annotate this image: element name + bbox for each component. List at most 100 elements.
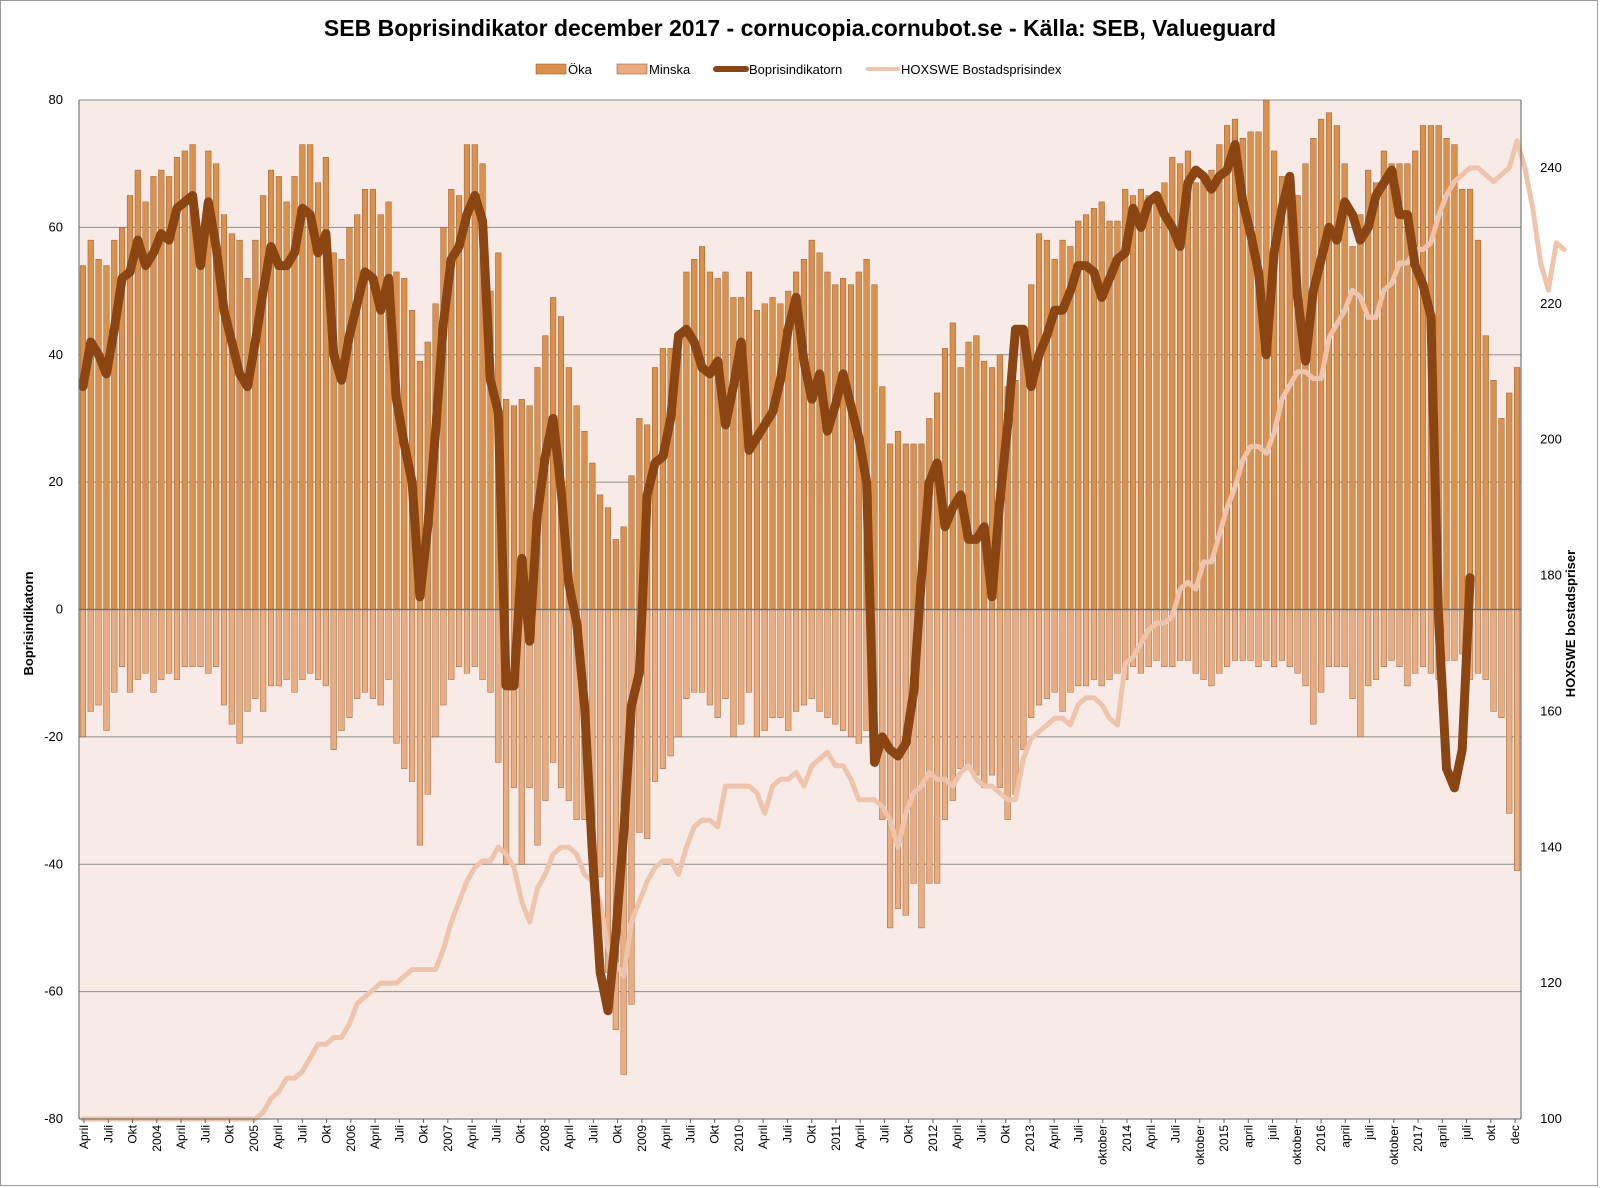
x-tick-label: Juli (392, 1125, 406, 1143)
minska-bar (824, 609, 831, 718)
x-tick-label: oktober (1387, 1125, 1401, 1165)
oka-bar (1388, 163, 1395, 610)
minska-bar (777, 609, 784, 718)
minska-bar (604, 609, 612, 973)
oka-bar (965, 341, 972, 610)
oka-bar (761, 303, 768, 610)
minska-bar (338, 609, 345, 731)
y-tick-label: -80 (44, 1111, 63, 1126)
minska-bar (1208, 609, 1215, 687)
minska-bar (597, 609, 604, 878)
oka-bar (816, 252, 823, 610)
minska-bar (236, 609, 243, 744)
minska-bar (957, 609, 964, 769)
minska-bar (362, 609, 369, 693)
oka-bar (1036, 233, 1043, 610)
minska-bar (95, 609, 102, 706)
minska-bar (1380, 609, 1387, 668)
oka-bar (369, 188, 376, 610)
x-tick-label: Juli (1072, 1125, 1086, 1143)
oka-bar (1083, 214, 1090, 610)
minska-bar (283, 609, 290, 680)
minska-bar (79, 609, 86, 738)
minska-bar (1404, 609, 1411, 687)
minska-bar (220, 609, 228, 706)
oka-bar (1200, 176, 1207, 610)
oka-bar (87, 239, 94, 610)
y-tick-label: 20 (49, 474, 63, 489)
x-tick-label: Juli (101, 1125, 115, 1143)
minska-bar (988, 609, 996, 776)
minska-bar (699, 609, 706, 693)
minska-bar (1106, 609, 1113, 680)
minska-bar (119, 609, 126, 668)
oka-bar (510, 405, 517, 610)
minska-bar (550, 609, 557, 763)
minska-bar (134, 609, 141, 680)
oka-bar (902, 443, 909, 610)
x-tick-label: Juli (780, 1125, 794, 1143)
y2-tick-label: 220 (1540, 296, 1562, 311)
y2-tick-label: 180 (1540, 568, 1562, 583)
minska-bar (1255, 609, 1262, 668)
oka-bar (1098, 201, 1105, 610)
x-tick-label: Okt (223, 1124, 237, 1143)
oka-bar (753, 309, 760, 610)
boprisindikatorn-line (78, 140, 1475, 1016)
y-tick-label: 0 (56, 602, 63, 617)
oka-bar (1333, 125, 1340, 610)
minska-bar (1506, 609, 1513, 814)
y-tick-label: 40 (49, 347, 63, 362)
x-tick-label: dec (1508, 1125, 1522, 1144)
x-tick-label: April (562, 1125, 576, 1149)
minska-bar (800, 609, 807, 706)
minska-bar (267, 609, 275, 687)
minska-bar (228, 609, 235, 725)
minska-bar (651, 609, 659, 782)
minska-bar (557, 609, 564, 789)
minska-bar (1482, 609, 1489, 680)
x-tick-label: Juli (295, 1125, 309, 1143)
x-tick-label: April (1144, 1125, 1158, 1149)
x-tick-label: 2016 (1314, 1125, 1328, 1152)
minska-bar (1177, 609, 1184, 661)
oka-bar (1420, 125, 1427, 610)
minska-bar (675, 609, 682, 738)
minska-bar (926, 609, 933, 884)
minska-bar (1090, 609, 1097, 680)
minska-bar (847, 609, 854, 738)
legend-label-bopris: Boprisindikatorn (749, 62, 842, 77)
x-tick-label: 2014 (1120, 1125, 1134, 1152)
minska-bar (409, 609, 416, 782)
minska-bar (1490, 609, 1497, 712)
oka-bar (879, 386, 886, 610)
axes: 806040200-20-40-60-802402202001801601401… (44, 92, 1562, 1165)
minska-bar (534, 609, 541, 846)
minska-bar (181, 609, 188, 668)
minska-bar (1286, 609, 1293, 668)
oka-bar (957, 367, 964, 610)
minska-bar (1341, 609, 1348, 668)
minska-bar (1028, 609, 1035, 718)
minska-bar (1412, 609, 1419, 674)
oka-bar (79, 265, 86, 610)
minska-bar (1318, 609, 1325, 693)
minska-bar (126, 609, 133, 693)
minska-bar (463, 609, 470, 674)
minska-bar (299, 609, 306, 680)
legend: Öka Minska Boprisindikatorn HOXSWE Bostadsp… (535, 62, 1062, 77)
minska-bar (1224, 609, 1231, 668)
x-tick-label: Juli (198, 1125, 212, 1143)
x-tick-label: Okt (999, 1124, 1013, 1143)
minska-bar (1302, 609, 1309, 687)
y2-tick-label: 200 (1540, 432, 1562, 447)
minska-bar (487, 609, 494, 693)
minska-bar (808, 609, 815, 699)
minska-bar (1239, 609, 1246, 661)
minska-bar (369, 609, 376, 699)
minska-bar (1192, 609, 1199, 674)
minska-bar (197, 609, 204, 668)
minska-bar (1271, 609, 1278, 668)
oka-bar (706, 271, 713, 610)
